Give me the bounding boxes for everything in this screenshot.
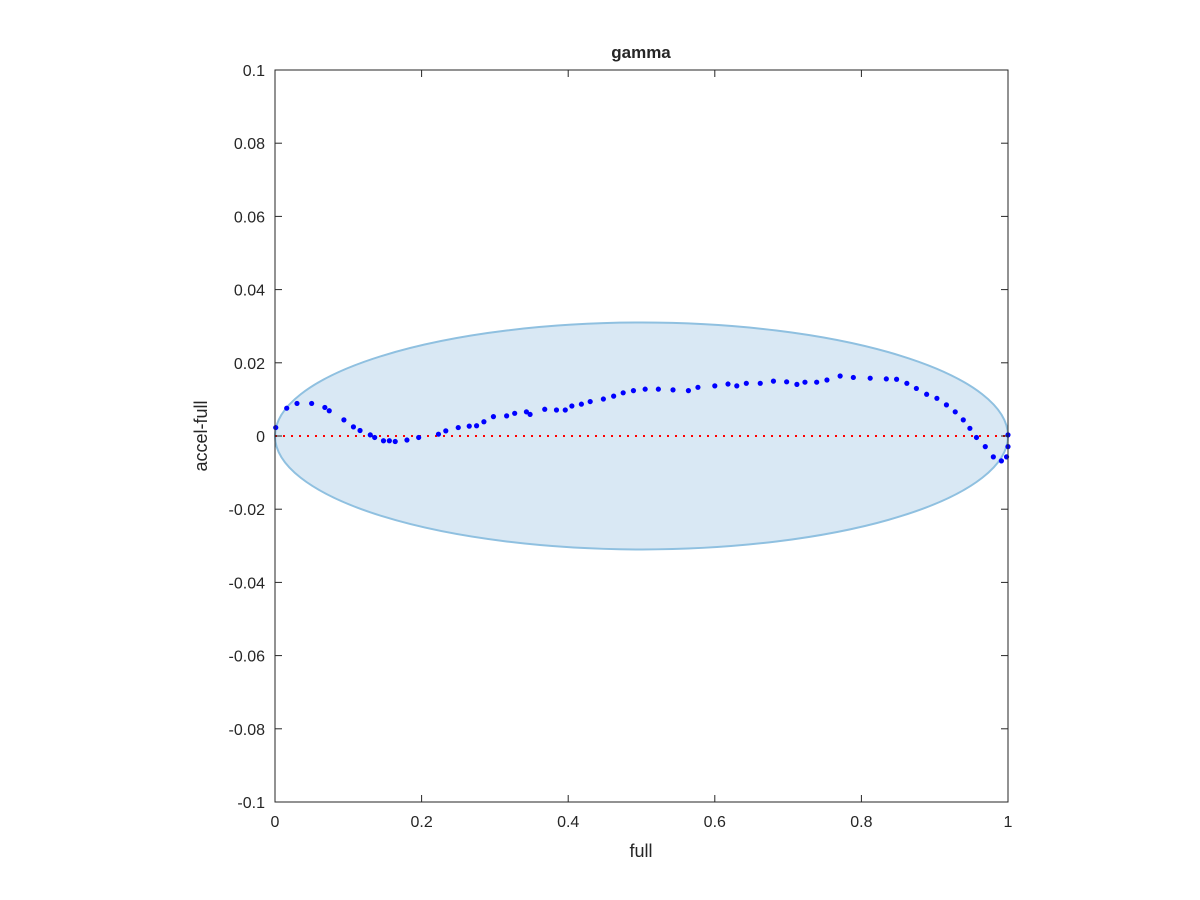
data-point <box>587 398 593 405</box>
data-point <box>837 373 843 379</box>
x-tick-label: 0.8 <box>850 814 872 831</box>
data-point <box>973 434 980 441</box>
x-tick-label: 0.4 <box>557 814 579 831</box>
data-point <box>924 391 930 397</box>
data-point <box>794 381 800 387</box>
data-point <box>562 407 568 413</box>
data-point <box>455 424 461 431</box>
data-point <box>294 400 300 407</box>
data-point <box>386 438 392 444</box>
data-point <box>893 376 900 382</box>
y-tick-label: 0.1 <box>243 63 265 80</box>
data-point <box>982 444 988 450</box>
data-point <box>504 413 510 419</box>
data-point <box>743 380 749 386</box>
data-point <box>725 381 731 387</box>
confidence-ellipse <box>274 321 1009 551</box>
data-point <box>341 417 347 423</box>
data-point <box>757 380 763 386</box>
data-point <box>443 428 449 434</box>
data-point <box>990 454 996 460</box>
y-tick-label: -0.08 <box>229 722 266 739</box>
data-point <box>998 458 1005 464</box>
y-tick-label: 0.02 <box>234 356 265 373</box>
y-tick-label: 0 <box>256 429 265 446</box>
data-point <box>814 379 820 385</box>
data-point <box>473 423 480 429</box>
data-point <box>770 378 777 384</box>
y-axis-label: accel-full <box>191 400 211 471</box>
data-point <box>655 386 661 392</box>
data-point <box>322 404 328 411</box>
data-point <box>490 414 497 420</box>
data-point <box>326 408 332 414</box>
data-point <box>357 427 363 434</box>
y-tick-label: -0.02 <box>229 502 266 519</box>
data-point <box>695 384 701 390</box>
data-point <box>380 438 387 444</box>
data-point <box>569 403 575 409</box>
data-point <box>960 417 966 423</box>
data-point <box>372 434 378 441</box>
data-point <box>542 406 548 412</box>
data-point <box>367 432 373 438</box>
data-point <box>350 424 357 430</box>
data-point <box>309 400 315 407</box>
data-point <box>913 385 919 392</box>
data-point <box>850 374 856 381</box>
data-point <box>620 390 626 396</box>
x-tick-label: 0.2 <box>410 814 432 831</box>
data-point <box>392 438 398 445</box>
x-axis-label: full <box>629 841 652 861</box>
data-point <box>523 409 530 415</box>
data-point <box>802 379 808 385</box>
y-tick-label: -0.1 <box>237 795 265 812</box>
y-tick-label: 0.04 <box>234 283 265 300</box>
data-point <box>578 401 584 407</box>
data-point <box>670 387 676 393</box>
data-point <box>784 379 790 385</box>
data-point <box>481 419 487 425</box>
data-point <box>284 405 290 411</box>
data-point <box>904 380 910 386</box>
data-point <box>466 423 472 429</box>
data-point <box>611 393 617 399</box>
data-point <box>934 395 940 401</box>
data-point <box>642 386 648 392</box>
data-point <box>600 396 606 402</box>
data-point <box>734 383 740 389</box>
data-point <box>824 377 830 383</box>
data-point <box>553 407 560 413</box>
chart-title: gamma <box>611 43 671 62</box>
data-point <box>943 402 950 408</box>
y-tick-label: -0.06 <box>229 649 266 666</box>
data-point <box>416 434 422 441</box>
y-tick-label: 0.08 <box>234 136 265 153</box>
data-point <box>967 425 973 431</box>
data-point <box>527 411 533 418</box>
data-point <box>273 424 279 431</box>
data-point <box>685 388 692 394</box>
data-point <box>867 375 873 381</box>
data-point <box>883 376 889 382</box>
y-tick-label: -0.04 <box>229 575 266 592</box>
data-point <box>952 409 958 415</box>
data-point <box>512 410 518 416</box>
data-point <box>630 388 637 394</box>
data-point <box>404 437 410 443</box>
x-tick-label: 0.6 <box>704 814 726 831</box>
x-tick-label: 1 <box>1004 814 1013 831</box>
x-tick-label: 0 <box>271 814 280 831</box>
data-point <box>712 383 718 389</box>
y-tick-label: 0.06 <box>234 209 265 226</box>
data-point <box>435 431 442 437</box>
